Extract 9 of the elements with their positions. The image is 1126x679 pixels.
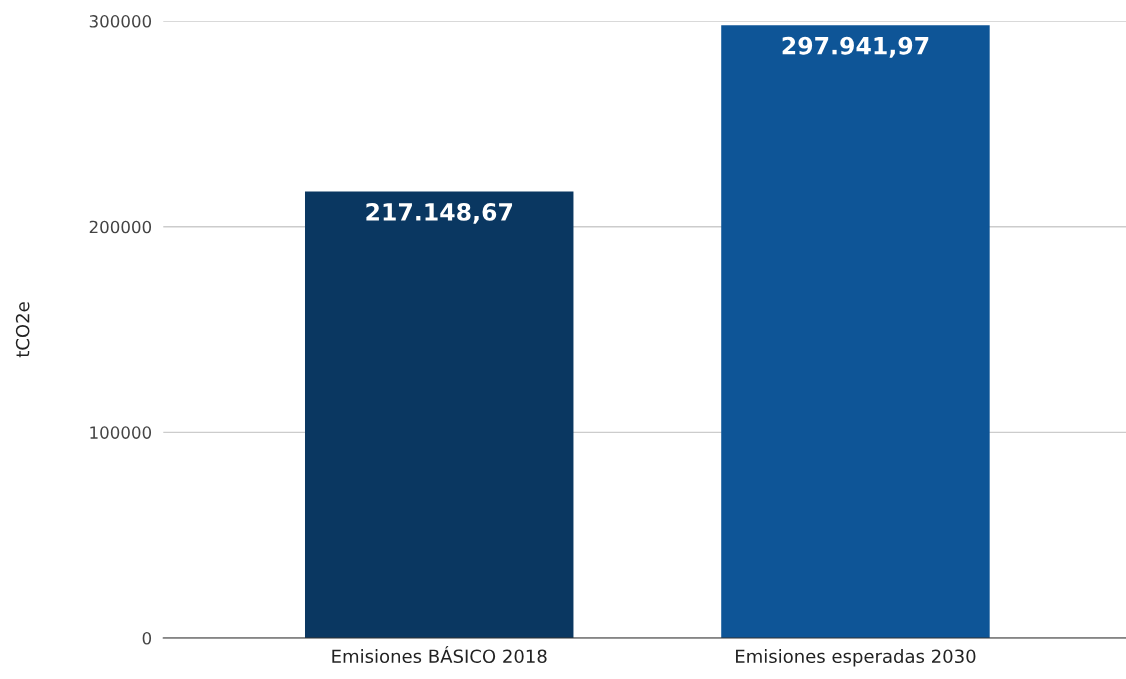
y-tick-label: 100000: [90, 426, 152, 439]
y-axis-title: tCO2e: [15, 302, 30, 358]
data-label: 217.148,67: [366, 202, 513, 224]
y-tick-label: 300000: [89, 15, 152, 28]
data-label: 297.941,97: [782, 36, 929, 58]
x-tick-label: Emisiones BÁSICO 2018: [332, 646, 547, 664]
y-tick-label: 200000: [89, 220, 152, 234]
x-tick-label: Emisiones esperadas 2030: [736, 649, 976, 667]
y-tick-label: 0: [142, 631, 152, 645]
